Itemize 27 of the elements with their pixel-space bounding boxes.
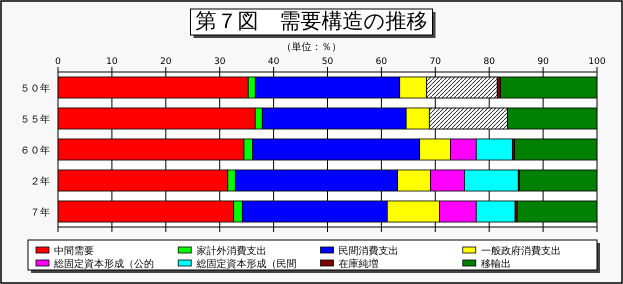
- legend-label: 在庫純増: [338, 258, 378, 270]
- x-tick-label: 10: [106, 57, 118, 67]
- title: 第７図 需要構造の推移: [190, 8, 436, 38]
- y-tick-label: ５５年: [20, 114, 50, 126]
- legend-label: 家計外消費支出: [196, 245, 266, 257]
- x-tick-label: 0: [55, 57, 62, 67]
- y-tick-label: ７年: [30, 206, 50, 218]
- legend-label: 民間消費支出: [338, 245, 398, 257]
- x-tick-label: 100: [588, 57, 606, 67]
- legend-label: 総固定資本形成（公的: [53, 258, 154, 270]
- legend-label: 一般政府消費支出: [480, 245, 561, 257]
- x-tick-label: 80: [483, 57, 496, 67]
- x-tick-label: 30: [214, 57, 226, 67]
- y-tick-label: ５０年: [20, 82, 50, 94]
- chart-title: 第７図 需要構造の推移: [196, 9, 428, 33]
- x-tick-label: 40: [268, 57, 280, 67]
- y-tick-label: ２年: [30, 176, 50, 188]
- chart-subtitle: （単位：％）: [282, 41, 342, 53]
- x-tick-label: 50: [322, 57, 334, 67]
- x-tick-label: 70: [430, 57, 442, 67]
- x-tick-label: 90: [537, 57, 550, 67]
- x-tick-label: 60: [376, 57, 388, 67]
- legend-label: 移輸出: [480, 258, 511, 270]
- y-tick-label: ６０年: [20, 144, 50, 156]
- legend-label: 中間需要: [54, 245, 94, 257]
- x-tick-label: 20: [160, 57, 172, 67]
- legend-label: 総固定資本形成（民間: [195, 258, 296, 270]
